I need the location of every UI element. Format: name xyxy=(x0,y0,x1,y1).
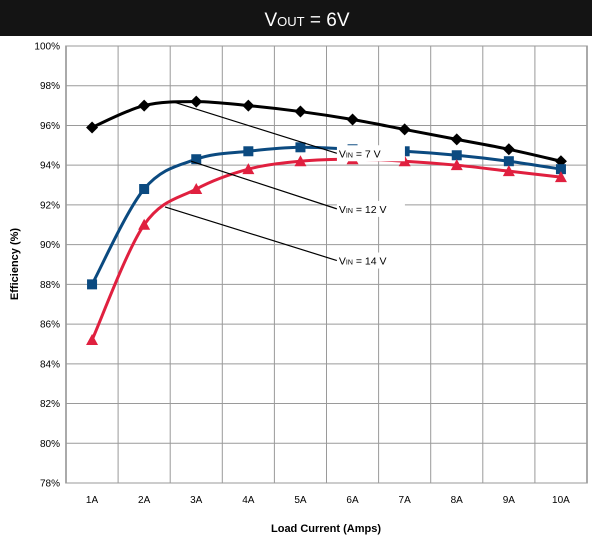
annotation-label: VIN = 14 V xyxy=(339,256,387,268)
annotation-leader-line xyxy=(175,102,338,154)
data-point-square xyxy=(451,150,462,161)
chart-title: VOUT = 6V xyxy=(264,10,349,31)
y-tick-labels: 78% 80% 82% 84% 86% 88% 90% 92% 94% 96% 98% 100% xyxy=(34,42,60,490)
data-point-diamond xyxy=(294,105,307,118)
series-line xyxy=(91,100,562,163)
grid xyxy=(66,45,587,484)
data-point-square xyxy=(191,154,202,165)
title-bar xyxy=(0,0,592,36)
data-point-triangle xyxy=(502,165,515,177)
data-point-square xyxy=(503,156,514,167)
data-point-square xyxy=(243,146,254,157)
x-tick-label: 3A xyxy=(190,495,203,506)
x-tick-label: 5A xyxy=(294,495,307,506)
chart-title-main: V xyxy=(264,10,277,31)
y-tick-label: 96% xyxy=(40,121,60,132)
x-tick-label: 9A xyxy=(503,495,516,506)
data-point-diamond xyxy=(138,99,151,112)
x-tick-label: 4A xyxy=(242,495,255,506)
annotation-label-bg xyxy=(336,252,405,269)
y-tick-label: 78% xyxy=(40,479,60,490)
x-tick-labels: 1A 2A 3A 4A 5A 6A 7A 8A 9A 10A xyxy=(86,495,570,506)
data-point-triangle xyxy=(294,155,307,167)
data-point-diamond xyxy=(502,143,515,156)
y-tick-label: 98% xyxy=(40,81,60,92)
y-tick-label: 92% xyxy=(40,200,60,211)
y-tick-label: 84% xyxy=(40,359,60,370)
data-point-square xyxy=(295,142,306,153)
data-point-diamond xyxy=(398,123,411,136)
x-tick-label: 10A xyxy=(552,495,570,506)
x-tick-label: 7A xyxy=(399,495,412,506)
data-point-diamond xyxy=(190,95,203,108)
x-tick-label: 2A xyxy=(138,495,151,506)
annotation-label: VIN = 7 V xyxy=(339,148,381,160)
y-tick-label: 80% xyxy=(40,439,60,450)
data-point-triangle xyxy=(554,171,567,183)
y-tick-label: 100% xyxy=(34,42,60,53)
x-tick-label: 6A xyxy=(346,495,359,506)
data-point-triangle xyxy=(242,163,255,175)
data-point-diamond xyxy=(346,113,359,126)
data-point-triangle xyxy=(138,218,151,230)
data-point-triangle xyxy=(86,333,99,345)
y-axis-label: Efficiency (%) xyxy=(9,228,21,300)
annotation-label-bg xyxy=(336,145,405,162)
data-point-square xyxy=(555,164,566,175)
annotation-label: VIN = 12 V xyxy=(339,204,387,216)
x-axis-label: Load Current (Amps) xyxy=(271,523,381,535)
y-tick-label: 82% xyxy=(40,399,60,410)
y-tick-label: 90% xyxy=(40,240,60,251)
chart-title-sub: OUT xyxy=(277,14,305,29)
annotation-label-bg xyxy=(336,200,405,217)
x-tick-label: 8A xyxy=(451,495,464,506)
data-point-square xyxy=(87,279,98,290)
annotation-leader-line xyxy=(164,206,338,262)
data-point-diamond xyxy=(86,121,99,134)
data-point-triangle xyxy=(190,183,203,195)
data-point-square xyxy=(139,184,150,195)
annotation-leader-line xyxy=(190,160,338,210)
data-point-diamond xyxy=(242,99,255,112)
data-point-triangle xyxy=(450,159,463,171)
y-tick-label: 88% xyxy=(40,280,60,291)
data-point-diamond xyxy=(450,133,463,146)
x-tick-label: 1A xyxy=(86,495,99,506)
chart-title-rest: = 6V xyxy=(305,10,350,31)
y-tick-label: 94% xyxy=(40,161,60,172)
annotations: VIN = 7 V VIN = 12 V VIN = 14 V xyxy=(164,102,405,269)
y-tick-label: 86% xyxy=(40,320,60,331)
series-line xyxy=(90,157,562,341)
series-3 xyxy=(86,153,567,345)
